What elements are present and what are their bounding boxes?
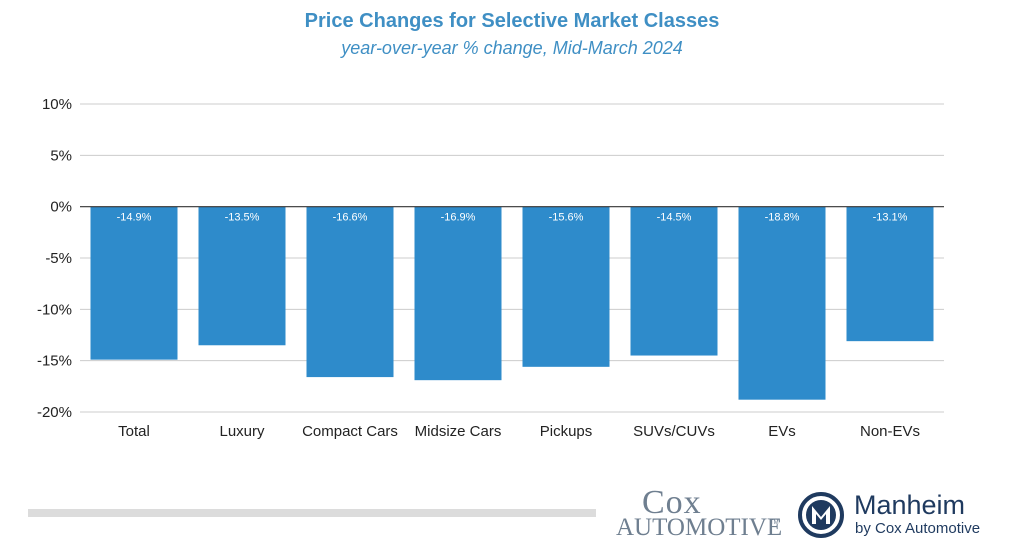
manheim-m-emblem-icon [798, 492, 844, 538]
data-label: -18.8% [765, 212, 800, 224]
x-category-label: Midsize Cars [415, 423, 502, 440]
manheim-name: Manheim [854, 490, 966, 520]
manheim-logo: Manheim by Cox Automotive [798, 488, 1008, 544]
y-tick-label: -20% [37, 404, 72, 421]
cox-logo-word: Cox [642, 484, 702, 521]
bar [522, 206, 610, 367]
x-category-label: Non-EVs [860, 423, 920, 440]
manheim-tagline: by Cox Automotive [855, 520, 981, 537]
y-tick-label: 10% [42, 96, 72, 113]
bar [306, 206, 394, 378]
bar [90, 206, 178, 360]
x-category-label: Compact Cars [302, 423, 398, 440]
data-label: -14.5% [657, 212, 692, 224]
x-category-label: Luxury [219, 423, 265, 440]
x-category-label: SUVs/CUVs [633, 423, 715, 440]
x-category-label: Pickups [540, 423, 593, 440]
data-label: -13.5% [225, 212, 260, 224]
data-label: -14.9% [117, 212, 152, 224]
y-tick-label: -10% [37, 301, 72, 318]
bar [198, 206, 286, 346]
x-category-label: EVs [768, 423, 796, 440]
y-tick-label: 0% [50, 199, 72, 216]
bar [846, 206, 934, 342]
y-tick-label: 5% [50, 147, 72, 164]
cox-automotive-logo: Cox AUTOMOTIVE TM [612, 484, 782, 544]
bar [630, 206, 718, 356]
y-tick-label: -15% [37, 353, 72, 370]
labels-layer: 10% 5% 0% -5% -10% -15% -20% -14.9% Total -13.5% L… [37, 96, 920, 440]
chart-title: Price Changes for Selective Market Class… [304, 10, 720, 32]
bar [414, 206, 502, 381]
x-category-label: Total [118, 423, 150, 440]
data-label: -16.6% [333, 212, 368, 224]
data-label: -15.6% [549, 212, 584, 224]
automotive-logo-word: AUTOMOTIVE [616, 514, 783, 541]
footer-divider-bar [28, 509, 596, 517]
bars-layer [80, 206, 944, 400]
data-label: -16.9% [441, 212, 476, 224]
chart-subtitle: year-over-year % change, Mid-March 2024 [341, 38, 683, 58]
bar [738, 206, 826, 400]
data-label: -13.1% [873, 212, 908, 224]
y-tick-label: -5% [45, 250, 72, 267]
trademark-mark: TM [770, 520, 779, 526]
